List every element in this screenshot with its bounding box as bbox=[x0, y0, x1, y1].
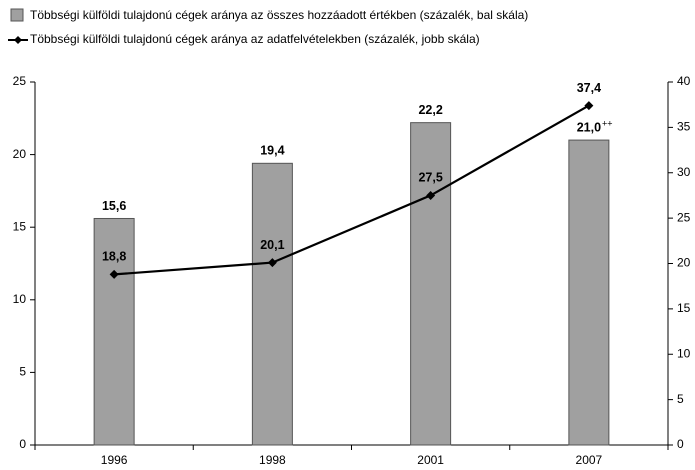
bar bbox=[568, 139, 610, 446]
line-value-label: 20,1 bbox=[260, 238, 284, 252]
y-tick-label: 5 bbox=[19, 365, 26, 379]
line-marker bbox=[426, 190, 436, 200]
y-tick-label: 25 bbox=[13, 74, 27, 88]
legend-swatch-bar bbox=[10, 8, 24, 22]
bar-value-label: 21,0 bbox=[577, 120, 601, 134]
legend-marker bbox=[14, 36, 22, 44]
legend-label: Többségi külföldi tulajdonú cégek aránya… bbox=[30, 8, 528, 22]
y-tick-label: 15 bbox=[13, 219, 27, 233]
line-value-label: 37,4 bbox=[577, 81, 601, 95]
y2-tick-label: 35 bbox=[677, 120, 691, 134]
line-value-label: 18,8 bbox=[102, 250, 126, 264]
legend-label: Többségi külföldi tulajdonú cégek aránya… bbox=[30, 32, 480, 46]
line-marker bbox=[109, 269, 119, 279]
y2-tick-label: 0 bbox=[677, 437, 684, 451]
bar bbox=[93, 217, 135, 446]
x-tick-label: 2001 bbox=[417, 453, 444, 467]
y2-tick-label: 40 bbox=[677, 74, 691, 88]
bar bbox=[251, 162, 293, 446]
bar-value-label: 19,4 bbox=[260, 144, 284, 158]
line bbox=[114, 104, 590, 276]
bar bbox=[410, 122, 452, 446]
x-tick-label: 1998 bbox=[259, 453, 286, 467]
y-tick-label: 20 bbox=[13, 147, 27, 161]
line-marker bbox=[584, 101, 594, 111]
bar-value-label: 15,6 bbox=[102, 199, 126, 213]
y2-tick-label: 15 bbox=[677, 301, 691, 315]
x-tick-label: 1996 bbox=[101, 453, 128, 467]
annotation: ++ bbox=[602, 118, 613, 128]
y-tick-label: 0 bbox=[19, 437, 26, 451]
line-marker bbox=[267, 258, 277, 268]
y2-tick-label: 20 bbox=[677, 256, 691, 270]
x-tick-label: 2007 bbox=[576, 453, 603, 467]
y-tick-label: 10 bbox=[13, 292, 27, 306]
line-value-label: 27,5 bbox=[418, 171, 442, 185]
y2-tick-label: 5 bbox=[677, 392, 684, 406]
y2-tick-label: 25 bbox=[677, 210, 691, 224]
y2-tick-label: 30 bbox=[677, 165, 691, 179]
bar-value-label: 22,2 bbox=[418, 103, 442, 117]
y2-tick-label: 10 bbox=[677, 346, 691, 360]
